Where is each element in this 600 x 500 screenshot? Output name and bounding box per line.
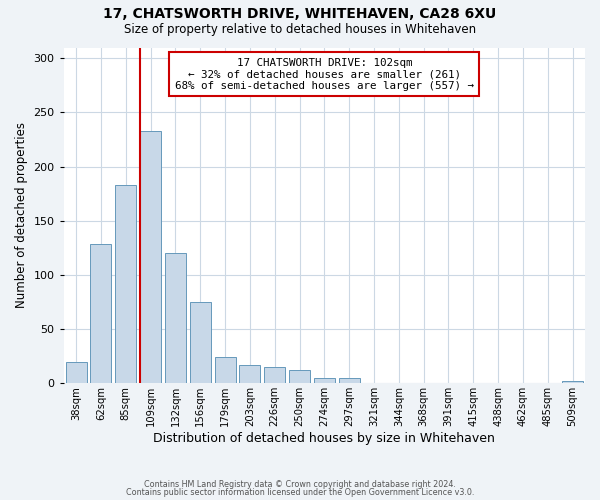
Text: Contains public sector information licensed under the Open Government Licence v3: Contains public sector information licen…: [126, 488, 474, 497]
Bar: [289, 370, 310, 384]
Bar: [91, 244, 112, 384]
Bar: [264, 367, 285, 384]
Text: 17, CHATSWORTH DRIVE, WHITEHAVEN, CA28 6XU: 17, CHATSWORTH DRIVE, WHITEHAVEN, CA28 6…: [103, 8, 497, 22]
Bar: [239, 365, 260, 384]
Bar: [165, 254, 186, 384]
X-axis label: Distribution of detached houses by size in Whitehaven: Distribution of detached houses by size …: [154, 432, 495, 445]
Bar: [338, 378, 360, 384]
Bar: [140, 131, 161, 384]
Text: Size of property relative to detached houses in Whitehaven: Size of property relative to detached ho…: [124, 22, 476, 36]
Bar: [65, 362, 86, 384]
Bar: [215, 358, 236, 384]
Text: Contains HM Land Registry data © Crown copyright and database right 2024.: Contains HM Land Registry data © Crown c…: [144, 480, 456, 489]
Bar: [314, 378, 335, 384]
Bar: [562, 381, 583, 384]
Bar: [190, 302, 211, 384]
Text: 17 CHATSWORTH DRIVE: 102sqm
← 32% of detached houses are smaller (261)
68% of se: 17 CHATSWORTH DRIVE: 102sqm ← 32% of det…: [175, 58, 474, 91]
Bar: [115, 185, 136, 384]
Y-axis label: Number of detached properties: Number of detached properties: [15, 122, 28, 308]
